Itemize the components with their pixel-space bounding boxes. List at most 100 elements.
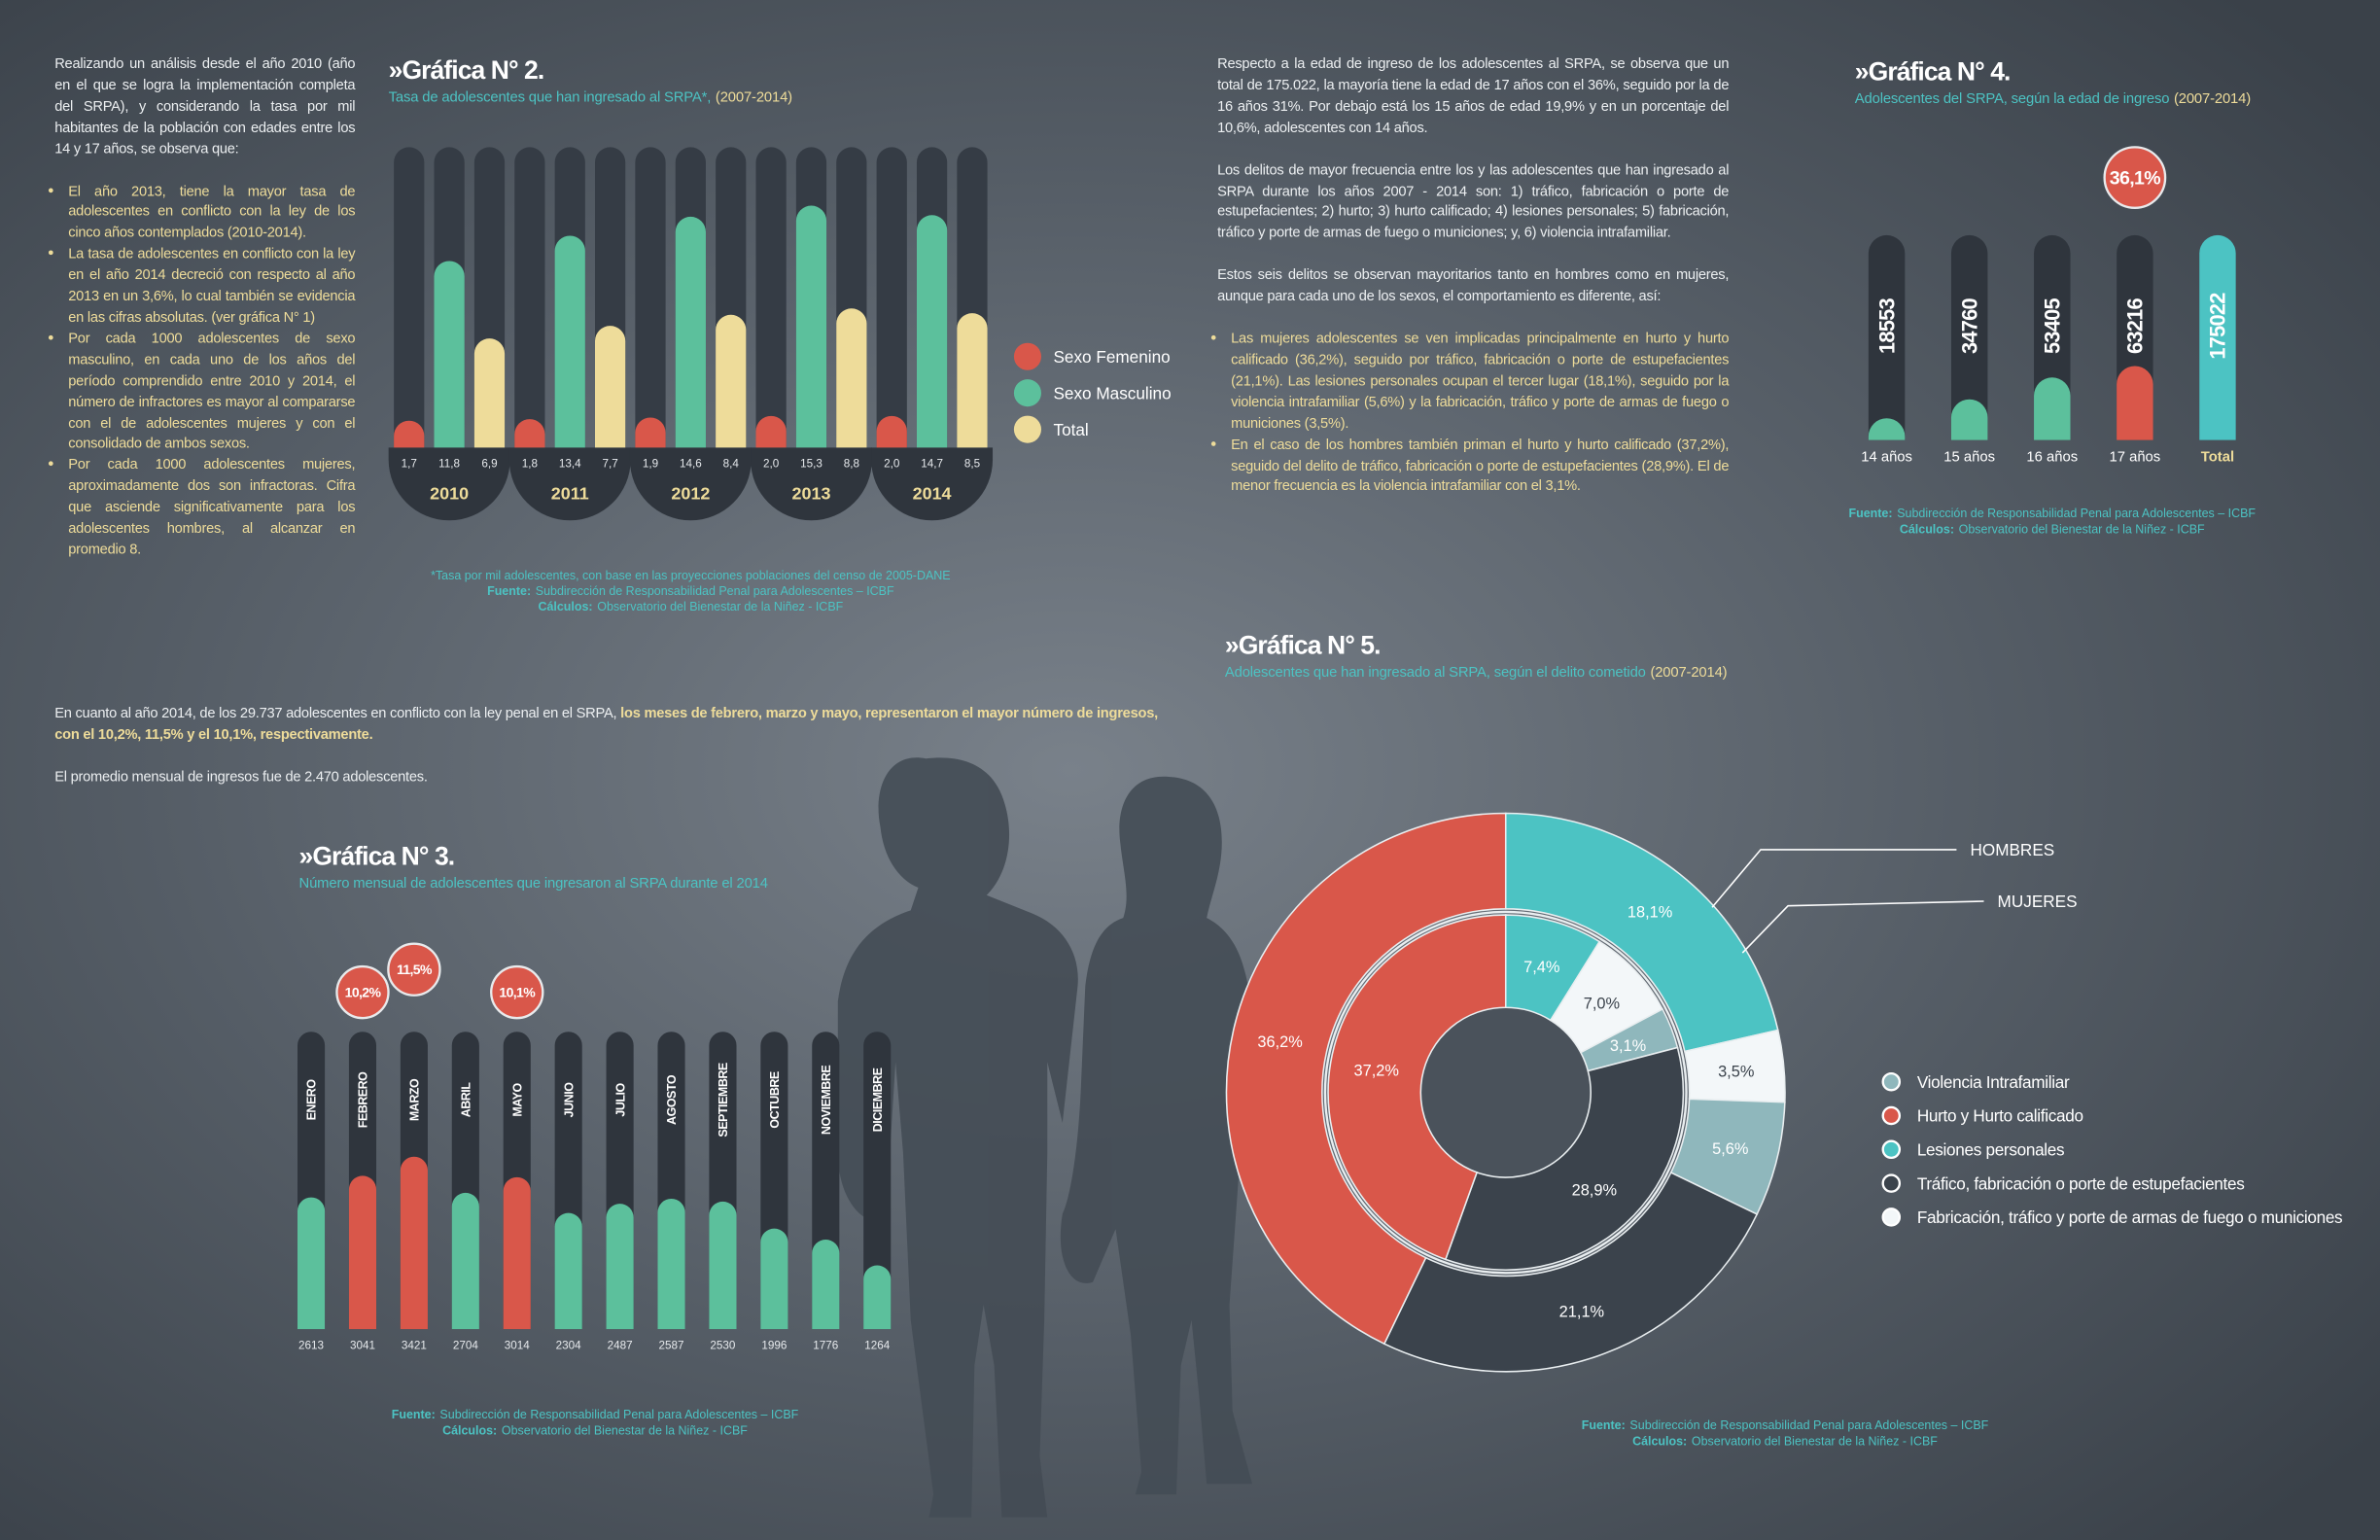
x-tick-label: OCTUBRE <box>768 1071 782 1129</box>
bar <box>451 1192 479 1330</box>
intro-bullet: Por cada 1000 adolescentes mujeres, apro… <box>68 454 355 560</box>
chart-title: »Gráfica N° 3. <box>299 842 455 871</box>
legend-marker <box>1881 1071 1902 1092</box>
value-label: 2,0 <box>763 458 780 471</box>
legend-label: Total <box>1053 420 1088 439</box>
boy-silhouette <box>837 757 1078 1518</box>
legend-label: Lesiones personales <box>1917 1140 2064 1160</box>
x-tick-label: MARZO <box>408 1078 422 1121</box>
value-label: 2,0 <box>884 458 900 471</box>
value-label: 7,7 <box>602 458 617 471</box>
donut-slice <box>1504 812 1779 1053</box>
x-tick-label: 15 años <box>1943 449 1995 465</box>
x-tick-label: SEPTIEMBRE <box>717 1063 730 1138</box>
intro-bullet: La tasa de adolescentes en conflicto con… <box>68 243 355 328</box>
chart-subtitle: Adolescentes del SRPA, según la edad de … <box>1855 91 2251 107</box>
source-line: Fuente: Subdirección de Responsabilidad P… <box>392 1408 799 1421</box>
year-label: 2010 <box>430 483 469 503</box>
chart-note: *Tasa por mil adolescentes, con base en … <box>431 569 951 582</box>
source-text: Subdirección de Responsabilidad Penal pa… <box>536 584 894 598</box>
value-label: 2587 <box>659 1339 684 1351</box>
source-text: Subdirección de Responsabilidad Penal pa… <box>439 1408 798 1421</box>
bar-track <box>755 147 787 448</box>
legend-label: Hurto y Hurto calificado <box>1917 1106 2083 1126</box>
value-label: 1,7 <box>402 458 417 471</box>
source-line: Cálculos: Observatorio del Bienestar de l… <box>1632 1434 1938 1448</box>
bar <box>2117 366 2153 440</box>
age-paragraph: Respecto a la edad de ingreso de los ado… <box>1217 54 1730 135</box>
bar <box>635 417 666 448</box>
source-text: Observatorio del Bienestar de la Niñez -… <box>597 600 843 613</box>
crimes-paragraph: Los delitos de mayor frecuencia entre lo… <box>1217 159 1730 241</box>
bar <box>606 1204 634 1330</box>
x-tick-label: 17 años <box>2109 449 2160 465</box>
x-tick-label: MAYO <box>510 1082 524 1116</box>
slice-label: 5,6% <box>1712 1140 1748 1158</box>
x-tick-label: JULIO <box>613 1082 627 1116</box>
source-line: Fuente: Subdirección de Responsabilidad P… <box>1848 507 2256 520</box>
bar <box>755 415 787 448</box>
value-label: 34760 <box>1957 298 1981 353</box>
legend-marker <box>1881 1139 1902 1160</box>
value-label: 8,4 <box>723 458 740 471</box>
series-callout: HOMBRES <box>1970 840 2054 859</box>
source-label: Fuente: <box>1582 1418 1626 1432</box>
girl-silhouette <box>1060 776 1253 1495</box>
bar <box>836 308 867 448</box>
bar <box>473 338 506 448</box>
x-tick-label: DICIEMBRE <box>871 1068 885 1132</box>
bar <box>916 215 948 448</box>
bar-track <box>1950 234 1988 440</box>
value-label: 3041 <box>350 1339 375 1351</box>
source-label: Cálculos: <box>442 1424 497 1438</box>
chart-title: »Gráfica N° 2. <box>389 55 544 85</box>
slice-label: 18,1% <box>1628 904 1672 922</box>
bar <box>348 1175 377 1330</box>
donut-slice <box>1382 1172 1759 1373</box>
bar <box>514 419 545 448</box>
months-block: En cuanto al año 2014, de los 29.737 ado… <box>54 703 1177 809</box>
source-label: Fuente: <box>392 1408 436 1421</box>
value-label: 11,8 <box>438 458 460 471</box>
year-base <box>508 447 631 521</box>
x-tick-label: 14 años <box>1861 449 1912 465</box>
value-label: 1776 <box>813 1339 838 1351</box>
intro-block: Realizando un análisis desde el año 2010… <box>54 53 355 560</box>
intro-bullets: El año 2013, tiene la mayor tasa de adol… <box>54 180 355 560</box>
source-line: Cálculos: Observatorio del Bienestar de l… <box>1900 523 2205 537</box>
months-average: El promedio mensual de ingresos fue de 2… <box>54 767 428 785</box>
chart-title: »Gráfica N° 5. <box>1225 631 1381 660</box>
value-label: 2487 <box>608 1339 633 1351</box>
x-tick-label: FEBRERO <box>357 1071 370 1128</box>
chart-subtitle: Número mensual de adolescentes que ingre… <box>299 876 768 892</box>
bar <box>812 1240 840 1330</box>
bar <box>876 415 907 448</box>
value-label: 15,3 <box>800 458 822 471</box>
legend-marker <box>1881 1105 1902 1126</box>
source-text: Observatorio del Bienestar de la Niñez -… <box>1959 523 2205 537</box>
slice-label: 3,5% <box>1718 1063 1754 1080</box>
bar-track <box>1868 234 1906 440</box>
value-label: 18553 <box>1874 298 1899 353</box>
subtitle-text: Adolescentes que han ingresado al SRPA, … <box>1225 665 1646 681</box>
legend-label: Fabricación, tráfico y porte de armas de… <box>1917 1208 2343 1227</box>
bar-track <box>863 1032 892 1330</box>
source-text: Subdirección de Responsabilidad Penal pa… <box>1897 507 2256 520</box>
value-label: 14,6 <box>680 458 702 471</box>
bar <box>863 1265 892 1330</box>
bar <box>434 261 465 448</box>
value-label: 8,5 <box>964 458 981 471</box>
year-label: 2013 <box>792 483 831 503</box>
x-tick-label: AGOSTO <box>665 1074 679 1125</box>
year-base <box>751 447 872 521</box>
legend-label: Sexo Masculino <box>1053 383 1171 402</box>
callout-label: 11,5% <box>397 962 433 977</box>
x-tick-label: Total <box>2201 449 2234 465</box>
value-label: 2304 <box>556 1339 582 1351</box>
bar <box>1868 418 1906 440</box>
legend-marker <box>1881 1173 1902 1193</box>
slice-label: 7,0% <box>1584 996 1620 1013</box>
legend-label: Tráfico, fabricación o porte de estupefa… <box>1917 1173 2245 1193</box>
